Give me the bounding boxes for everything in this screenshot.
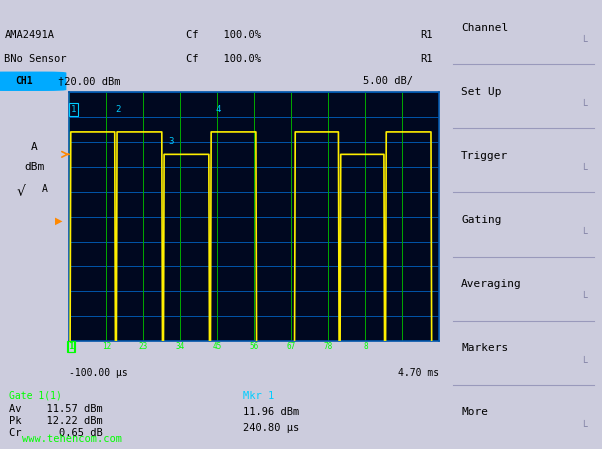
Text: └: └ bbox=[580, 101, 586, 111]
Text: 4: 4 bbox=[216, 105, 221, 114]
Text: 23: 23 bbox=[138, 342, 148, 351]
Text: dBm: dBm bbox=[25, 162, 45, 172]
Text: Cr      0.65 dB: Cr 0.65 dB bbox=[9, 428, 102, 438]
Text: 4.70 ms: 4.70 ms bbox=[399, 368, 439, 378]
Text: √: √ bbox=[16, 185, 25, 199]
Text: 34: 34 bbox=[176, 342, 185, 351]
Text: Gating: Gating bbox=[461, 215, 501, 225]
Text: -100.00 μs: -100.00 μs bbox=[69, 368, 128, 378]
Text: 1: 1 bbox=[70, 105, 76, 114]
Text: └: └ bbox=[580, 422, 586, 432]
Text: R1: R1 bbox=[420, 31, 433, 40]
Text: 1: 1 bbox=[69, 342, 74, 351]
Text: └: └ bbox=[580, 37, 586, 47]
Text: 240.80 μs: 240.80 μs bbox=[243, 423, 300, 433]
Text: Channel: Channel bbox=[461, 22, 508, 33]
FancyBboxPatch shape bbox=[0, 71, 66, 91]
Text: └: └ bbox=[580, 229, 586, 239]
Text: A: A bbox=[42, 184, 48, 194]
Text: BNo Sensor: BNo Sensor bbox=[4, 54, 67, 64]
Text: ▶: ▶ bbox=[55, 216, 63, 225]
Text: AMA2491A: AMA2491A bbox=[4, 31, 54, 40]
Text: 45: 45 bbox=[213, 342, 222, 351]
Text: 56: 56 bbox=[250, 342, 259, 351]
Text: Trigger: Trigger bbox=[461, 151, 508, 161]
Text: Gate 1(1): Gate 1(1) bbox=[9, 391, 62, 401]
Text: Av    11.57 dBm: Av 11.57 dBm bbox=[9, 404, 102, 414]
Text: Cf    100.0%: Cf 100.0% bbox=[186, 31, 261, 40]
Text: Markers: Markers bbox=[461, 343, 508, 353]
Text: Averaging: Averaging bbox=[461, 279, 522, 289]
Text: R1: R1 bbox=[420, 54, 433, 64]
Text: Set Up: Set Up bbox=[461, 87, 501, 97]
Text: Pk    12.22 dBm: Pk 12.22 dBm bbox=[9, 416, 102, 426]
Text: 12: 12 bbox=[102, 342, 111, 351]
Text: 5.00 dB/: 5.00 dB/ bbox=[363, 76, 413, 86]
Text: 78: 78 bbox=[324, 342, 333, 351]
Text: †20.00 dBm: †20.00 dBm bbox=[58, 76, 120, 86]
Text: └: └ bbox=[580, 294, 586, 304]
Text: Cf    100.0%: Cf 100.0% bbox=[186, 54, 261, 64]
Text: 11.96 dBm: 11.96 dBm bbox=[243, 407, 300, 417]
Text: └: └ bbox=[580, 165, 586, 175]
Text: 3: 3 bbox=[169, 137, 174, 146]
Text: A: A bbox=[31, 142, 38, 152]
Text: 8: 8 bbox=[363, 342, 368, 351]
Text: More: More bbox=[461, 407, 488, 418]
Text: 1: 1 bbox=[69, 342, 73, 351]
Text: 67: 67 bbox=[287, 342, 296, 351]
Text: www.tehencom.com: www.tehencom.com bbox=[22, 434, 122, 444]
Text: └: └ bbox=[580, 358, 586, 368]
Text: 2: 2 bbox=[115, 105, 120, 114]
Text: Mkr 1: Mkr 1 bbox=[243, 391, 275, 401]
Text: CH1: CH1 bbox=[16, 76, 33, 86]
